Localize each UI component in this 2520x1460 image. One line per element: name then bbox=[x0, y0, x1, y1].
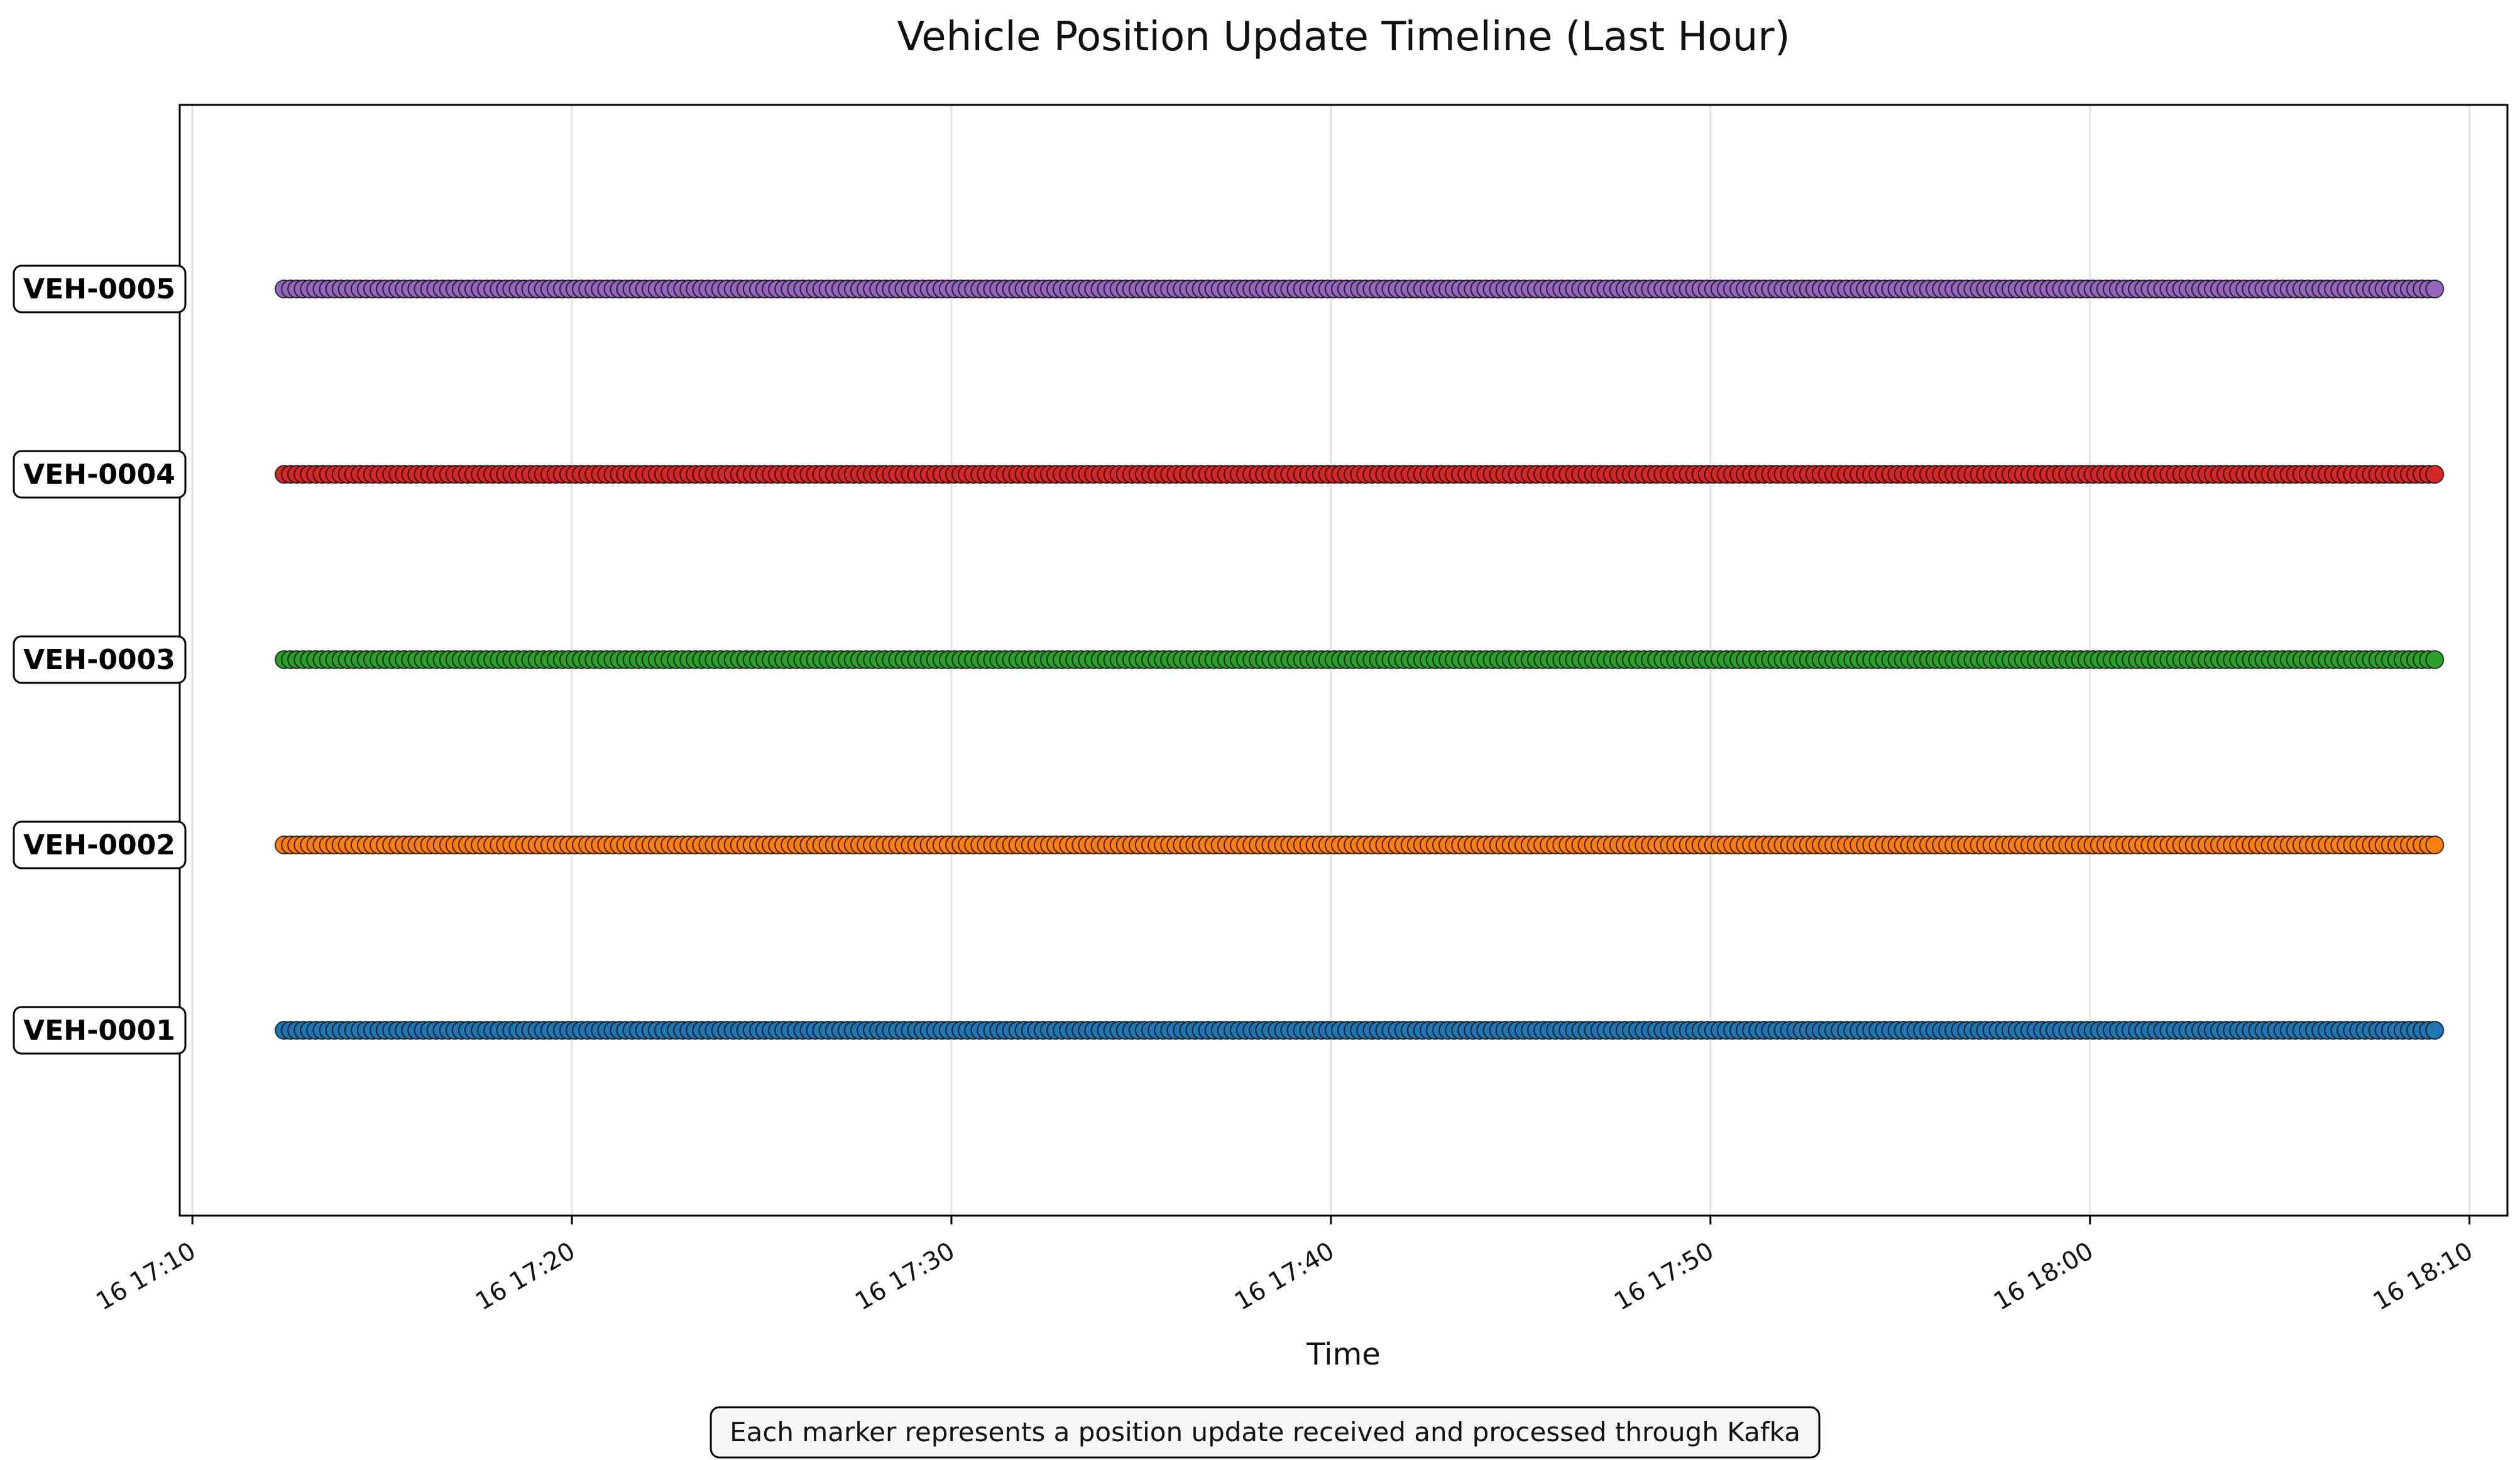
x-tick-label-4: 16 17:50 bbox=[1609, 1237, 1719, 1316]
series-veh-0003 bbox=[275, 650, 2445, 669]
x-tick-label-6: 16 18:10 bbox=[2369, 1237, 2478, 1316]
update-marker-veh-0002-340 bbox=[2425, 836, 2445, 854]
update-marker-veh-0004-340 bbox=[2425, 465, 2445, 484]
series-veh-0002 bbox=[275, 836, 2445, 854]
x-axis-label: Time bbox=[1306, 1337, 1380, 1372]
chart-title: Vehicle Position Update Timeline (Last H… bbox=[897, 14, 1790, 60]
update-marker-veh-0003-340 bbox=[2425, 650, 2445, 669]
annotation-text: Each marker represents a position update… bbox=[730, 1417, 1800, 1447]
x-tick-label-5: 16 18:00 bbox=[1989, 1237, 2098, 1316]
vehicle-label-veh-0005: VEH-0005 bbox=[23, 273, 175, 305]
x-tick-label-1: 16 17:20 bbox=[471, 1237, 580, 1316]
annotation-box: Each marker represents a position update… bbox=[709, 1406, 1821, 1459]
vehicle-label-box-veh-0004 bbox=[13, 450, 187, 499]
vehicle-labels: VEH-0001 VEH-0002 VEH-0003 VEH-0004 VEH-0005 bbox=[13, 264, 187, 1055]
x-tick-label-3: 16 17:40 bbox=[1230, 1237, 1339, 1316]
vehicle-label-veh-0004: VEH-0004 bbox=[23, 459, 175, 491]
vehicle-label-box-veh-0001 bbox=[13, 1006, 187, 1055]
x-axis-ticks: 16 17:10 16 17:20 16 17:30 16 17:40 16 17:50… bbox=[92, 1216, 2478, 1316]
series-veh-0005 bbox=[275, 280, 2445, 298]
vehicle-label-box-veh-0003 bbox=[13, 635, 187, 684]
data-marks bbox=[275, 280, 2445, 1040]
update-marker-veh-0005-340 bbox=[2425, 280, 2445, 298]
vehicle-label-veh-0001: VEH-0001 bbox=[23, 1015, 175, 1047]
vehicle-label-box-veh-0005 bbox=[13, 264, 187, 313]
series-veh-0001 bbox=[275, 1021, 2445, 1040]
series-veh-0004 bbox=[275, 465, 2445, 484]
vehicle-label-veh-0002: VEH-0002 bbox=[23, 829, 175, 861]
x-tick-label-0: 16 17:10 bbox=[92, 1237, 201, 1316]
vehicle-label-box-veh-0002 bbox=[13, 820, 187, 869]
update-marker-veh-0001-340 bbox=[2425, 1021, 2445, 1040]
vehicle-label-veh-0003: VEH-0003 bbox=[23, 644, 175, 676]
x-tick-label-2: 16 17:30 bbox=[850, 1237, 960, 1316]
